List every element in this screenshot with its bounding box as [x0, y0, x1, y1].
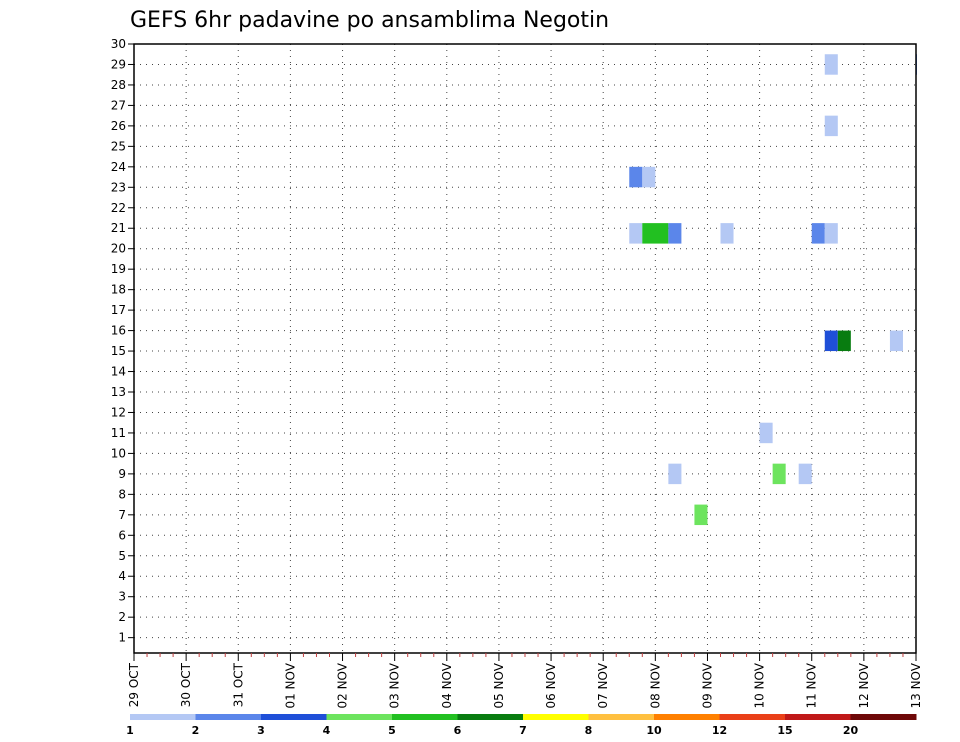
y-tick-label: 13	[111, 385, 126, 399]
x-tick-label: 31 OCT	[231, 662, 245, 707]
y-tick-label: 3	[118, 590, 126, 604]
y-tick-label: 15	[111, 344, 126, 358]
y-tick-label: 12	[111, 405, 126, 419]
grid-lines	[134, 43, 916, 653]
heatmap-cell	[772, 463, 786, 485]
heatmap-cell	[629, 223, 643, 244]
colorbar-label: 1	[126, 724, 134, 737]
colorbar-segment	[654, 714, 720, 720]
colorbar-label: 7	[519, 724, 527, 737]
x-tick-label: 10 NOV	[753, 662, 767, 708]
colorbar-segment	[326, 714, 393, 720]
y-tick-label: 20	[111, 242, 126, 256]
x-tick-label: 29 OCT	[127, 662, 141, 707]
heatmap-cell	[824, 223, 838, 244]
x-tick-label: 11 NOV	[805, 662, 819, 708]
colorbar-label: 3	[257, 724, 265, 737]
y-tick-label: 17	[111, 303, 126, 317]
y-tick-label: 30	[111, 37, 126, 51]
x-tick-label: 01 NOV	[283, 662, 297, 708]
y-tick-label: 25	[111, 139, 126, 153]
y-tick-label: 26	[111, 119, 126, 133]
colorbar-label: 12	[712, 724, 727, 737]
colorbar-segment	[392, 714, 458, 720]
x-tick-label: 02 NOV	[336, 662, 350, 708]
heatmap-cell	[811, 223, 825, 244]
y-tick-label: 28	[111, 78, 126, 92]
heatmap-cell	[629, 166, 643, 188]
y-tick-label: 4	[118, 569, 126, 583]
heatmap-cell	[668, 223, 682, 244]
y-tick-label: 5	[118, 549, 126, 563]
colorbar-segment	[130, 714, 196, 720]
colorbar: 1 2 3 4 5 6 7 8 10 12 15 20	[126, 714, 917, 737]
y-tick-label: 2	[118, 610, 126, 624]
colorbar-segment	[588, 714, 655, 720]
y-tick-label: 14	[111, 365, 126, 379]
colorbar-segment	[719, 714, 786, 720]
x-tick-label: 07 NOV	[596, 662, 610, 708]
heatmap-cell	[759, 422, 773, 444]
colorbar-segment	[523, 714, 589, 720]
x-tick-label: 05 NOV	[492, 662, 506, 708]
y-tick-label: 1	[118, 631, 126, 645]
y-tick-label: 7	[118, 508, 126, 522]
colorbar-label: 20	[843, 724, 859, 737]
y-tick-label: 11	[111, 426, 126, 440]
colorbar-segment	[261, 714, 327, 720]
heatmap-cell	[889, 330, 903, 352]
x-tick-label: 12 NOV	[857, 662, 871, 708]
y-tick-label: 16	[111, 324, 126, 338]
y-tick-label: 9	[118, 467, 126, 481]
heatmap-cell	[668, 463, 682, 485]
x-axis: 29 OCT 30 OCT 31 OCT 01 NOV 02 NOV 03 NOV 04 N…	[127, 653, 923, 709]
heatmap-cell	[694, 504, 708, 526]
colorbar-segment	[195, 714, 262, 720]
colorbar-segment	[457, 714, 524, 720]
heatmap-cell	[824, 54, 838, 75]
y-tick-label: 18	[111, 283, 126, 297]
heatmap-cell	[642, 166, 656, 188]
colorbar-label: 8	[585, 724, 593, 737]
heatmap-cell	[824, 330, 838, 352]
y-tick-label: 29	[111, 57, 126, 71]
chart-title: GEFS 6hr padavine po ansamblima Negotin	[130, 8, 609, 33]
x-tick-label: 06 NOV	[544, 662, 558, 708]
x-tick-label: 30 OCT	[179, 662, 193, 707]
colorbar-label: 6	[454, 724, 462, 737]
y-tick-label: 22	[111, 201, 126, 215]
x-tick-label: 08 NOV	[648, 662, 662, 708]
colorbar-label: 4	[323, 724, 331, 737]
y-axis: 1234567891011121314151617181920212223242…	[111, 37, 134, 645]
colorbar-label: 2	[192, 724, 200, 737]
y-tick-label: 24	[111, 160, 126, 174]
heatmap-cell	[824, 115, 838, 137]
colorbar-label: 15	[777, 724, 792, 737]
y-tick-label: 27	[111, 98, 126, 112]
x-tick-label: 04 NOV	[440, 662, 454, 708]
colorbar-label: 5	[388, 724, 396, 737]
heatmap-cell	[642, 223, 669, 244]
colorbar-segment	[785, 714, 851, 720]
x-tick-label: 13 NOV	[909, 662, 923, 708]
y-tick-label: 19	[111, 262, 126, 276]
heatmap-cell	[837, 330, 851, 352]
y-tick-label: 10	[111, 446, 126, 460]
heatmap-cell	[720, 223, 734, 244]
y-tick-label: 21	[111, 221, 126, 235]
y-tick-label: 23	[111, 180, 126, 194]
colorbar-segment	[850, 714, 917, 720]
x-tick-label: 03 NOV	[388, 662, 402, 708]
y-tick-label: 6	[118, 528, 126, 542]
heatmap-cells	[629, 54, 917, 526]
x-tick-label: 09 NOV	[700, 662, 714, 708]
y-tick-label: 8	[118, 487, 126, 501]
heatmap-cell	[798, 463, 812, 485]
colorbar-label: 10	[646, 724, 662, 737]
plot-frame	[133, 43, 917, 654]
